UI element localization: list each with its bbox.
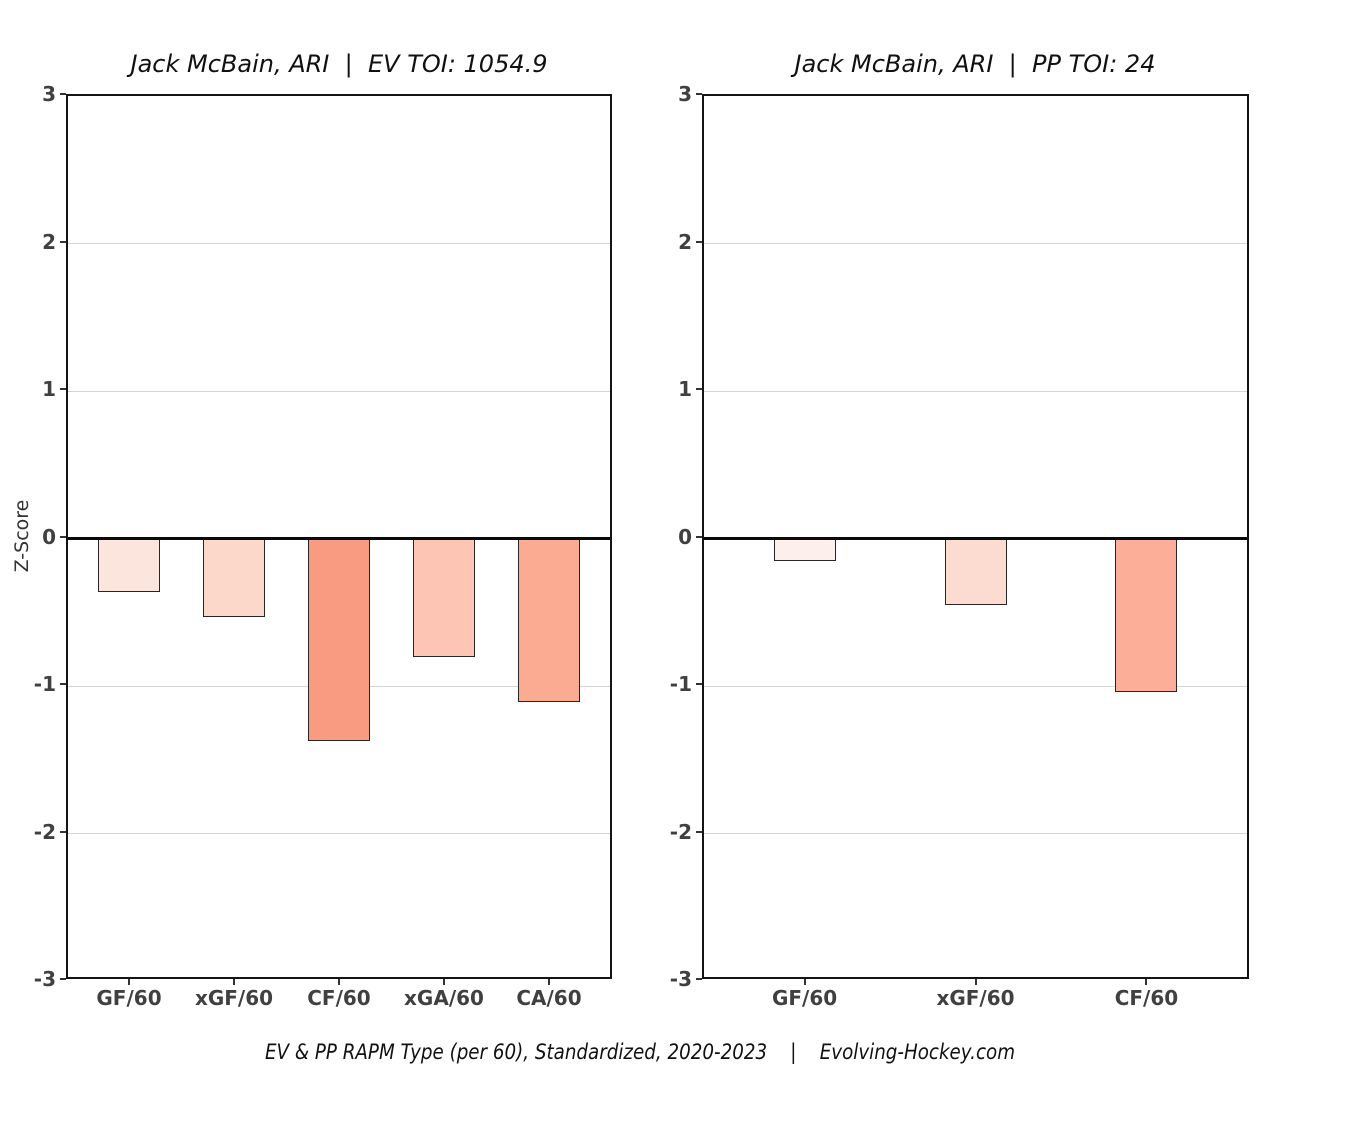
- gridline-y1: [704, 390, 1247, 392]
- bar-cf-60: [1115, 538, 1178, 692]
- y-tick-mark: [60, 535, 66, 538]
- x-tick-label-ca-60: CA/60: [516, 986, 582, 1010]
- bar-xgf-60: [203, 538, 265, 617]
- y-tick-mark: [696, 535, 702, 538]
- x-tick-mark: [803, 979, 806, 985]
- zero-line: [68, 537, 610, 540]
- gridline-y2: [68, 243, 610, 244]
- gridline-y2: [704, 243, 1247, 244]
- y-tick-mark: [696, 93, 702, 95]
- y-tick-label: 1: [678, 377, 692, 401]
- x-tick-mark: [974, 979, 977, 985]
- x-tick-label-xgf-60: xGF/60: [936, 986, 1015, 1010]
- y-tick-label: 3: [678, 82, 692, 106]
- y-tick-label: 0: [42, 524, 56, 549]
- x-tick-mark: [338, 979, 340, 985]
- zero-line: [704, 537, 1247, 540]
- y-tick-mark: [60, 93, 66, 95]
- y-tick-label: -1: [33, 672, 56, 696]
- x-tick-label-gf-60: GF/60: [96, 986, 162, 1010]
- plot-area-ev: [66, 94, 612, 979]
- y-tick-label: -3: [669, 967, 692, 991]
- x-tick-mark: [1145, 979, 1148, 985]
- x-tick-mark: [233, 979, 235, 985]
- y-tick-mark: [60, 240, 66, 243]
- y-tick-mark: [60, 830, 66, 833]
- x-tick-label-cf-60: CF/60: [307, 986, 371, 1010]
- x-tick-label-xgf-60: xGF/60: [194, 986, 274, 1010]
- y-tick-mark: [696, 683, 702, 685]
- y-tick-label: -2: [33, 819, 56, 844]
- plot-area-pp: [702, 94, 1249, 979]
- bar-gf-60: [98, 538, 160, 592]
- panel-title-ev: Jack McBain, ARI | EV TOI: 1054.9: [130, 50, 548, 78]
- y-tick-mark: [60, 978, 66, 980]
- y-tick-mark: [696, 388, 702, 390]
- y-tick-mark: [60, 388, 66, 390]
- gridline-y1: [68, 390, 610, 392]
- y-tick-label: 0: [678, 524, 692, 549]
- y-tick-label: 2: [678, 229, 692, 254]
- x-tick-mark: [548, 979, 550, 985]
- y-tick-label: 2: [42, 229, 56, 254]
- gridline-y-2: [704, 833, 1247, 834]
- x-tick-mark: [128, 979, 130, 985]
- y-tick-mark: [696, 978, 702, 980]
- y-tick-label: -2: [669, 819, 692, 844]
- x-tick-mark: [443, 979, 445, 985]
- y-tick-mark: [60, 683, 66, 685]
- gridline-y-1: [704, 685, 1247, 687]
- bar-xgf-60: [944, 538, 1007, 605]
- bar-ca-60: [518, 538, 580, 703]
- y-tick-label: 3: [42, 82, 56, 106]
- y-tick-mark: [696, 830, 702, 833]
- x-tick-label-xga-60: xGA/60: [404, 986, 484, 1010]
- bar-xga-60: [413, 538, 475, 657]
- x-tick-label-gf-60: GF/60: [771, 986, 838, 1010]
- bar-cf-60: [308, 538, 370, 741]
- panel-title-pp: Jack McBain, ARI | PP TOI: 24: [794, 50, 1156, 78]
- y-tick-label: -1: [669, 672, 692, 696]
- y-tick-mark: [696, 240, 702, 243]
- gridline-y-2: [68, 833, 610, 834]
- figure-caption: EV & PP RAPM Type (per 60), Standardized…: [264, 1040, 1016, 1065]
- x-tick-label-cf-60: CF/60: [1114, 986, 1179, 1010]
- bar-gf-60: [773, 538, 836, 561]
- y-tick-label: 1: [42, 377, 56, 401]
- y-tick-label: -3: [33, 967, 56, 991]
